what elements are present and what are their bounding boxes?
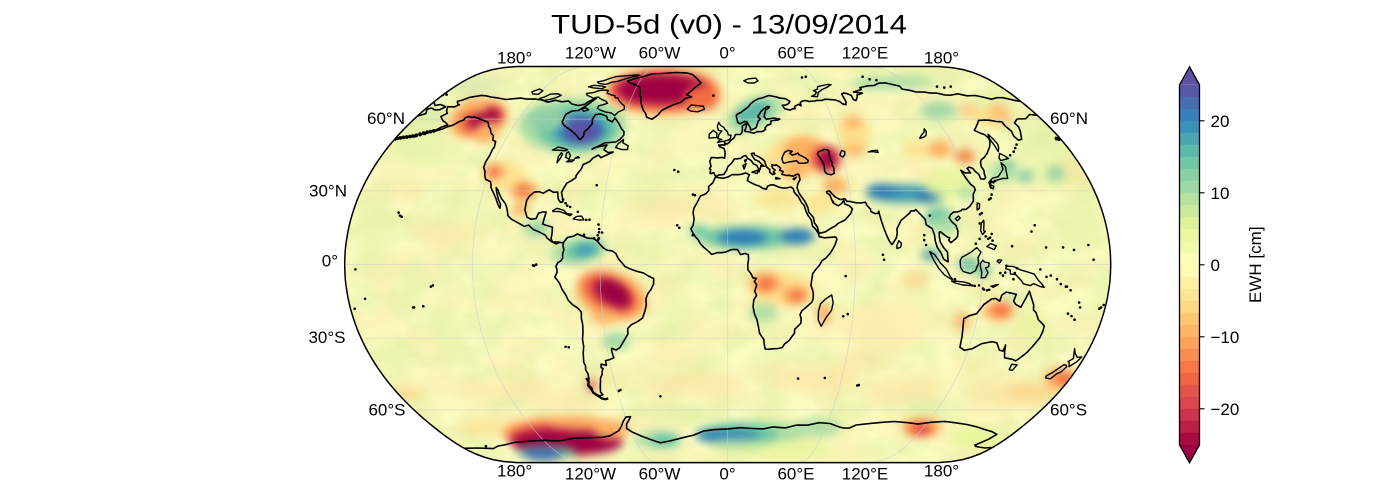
svg-text:180°: 180° xyxy=(924,49,959,68)
svg-text:60°N: 60°N xyxy=(367,109,405,128)
svg-text:120°E: 120°E xyxy=(842,465,889,484)
svg-text:EWH [cm]: EWH [cm] xyxy=(1246,226,1265,303)
svg-text:120°E: 120°E xyxy=(842,44,889,63)
svg-text:180°: 180° xyxy=(497,49,532,68)
svg-text:60°E: 60°E xyxy=(777,44,814,63)
svg-text:60°N: 60°N xyxy=(1050,109,1088,128)
svg-text:60°S: 60°S xyxy=(368,401,405,420)
svg-text:60°S: 60°S xyxy=(1050,401,1087,420)
svg-text:0°: 0° xyxy=(322,252,338,271)
svg-text:30°N: 30°N xyxy=(309,182,347,201)
svg-text:60°E: 60°E xyxy=(777,465,814,484)
svg-text:180°: 180° xyxy=(497,462,532,481)
svg-text:−20: −20 xyxy=(1211,400,1240,419)
svg-text:120°W: 120°W xyxy=(565,465,616,484)
svg-text:20: 20 xyxy=(1211,112,1230,131)
svg-text:0°: 0° xyxy=(719,465,735,484)
svg-text:10: 10 xyxy=(1211,184,1230,203)
svg-text:180°: 180° xyxy=(924,462,959,481)
svg-text:30°S: 30°S xyxy=(308,328,345,347)
svg-text:0: 0 xyxy=(1211,256,1220,275)
svg-text:0°: 0° xyxy=(719,44,735,63)
svg-text:TUD-5d (v0) - 13/09/2014: TUD-5d (v0) - 13/09/2014 xyxy=(551,10,907,40)
svg-text:120°W: 120°W xyxy=(565,44,616,63)
svg-text:60°W: 60°W xyxy=(639,44,681,63)
svg-text:−10: −10 xyxy=(1211,328,1240,347)
svg-text:60°W: 60°W xyxy=(639,465,681,484)
